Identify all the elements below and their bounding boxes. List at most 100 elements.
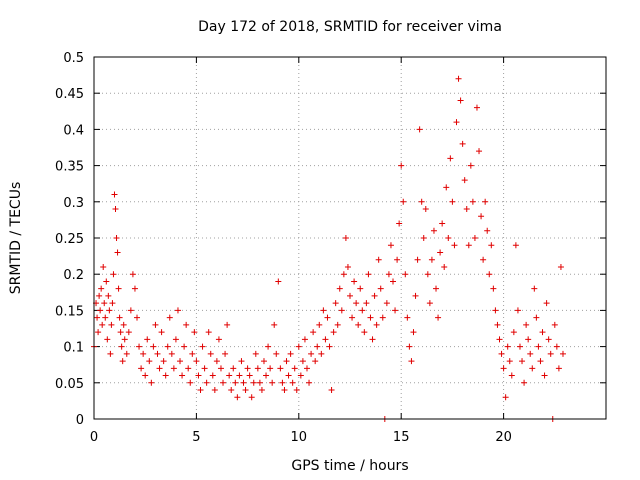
data-point bbox=[555, 365, 562, 372]
data-point bbox=[142, 372, 149, 379]
data-point bbox=[539, 329, 546, 336]
data-point bbox=[418, 198, 425, 205]
data-point bbox=[123, 350, 130, 357]
data-point bbox=[547, 350, 554, 357]
data-point bbox=[181, 343, 188, 350]
data-point bbox=[283, 358, 290, 365]
data-point bbox=[435, 314, 442, 321]
data-point bbox=[478, 213, 485, 220]
data-point bbox=[439, 220, 446, 227]
data-point bbox=[496, 336, 503, 343]
data-point bbox=[330, 329, 337, 336]
x-tick-labels: 0 5 10 15 20 bbox=[90, 430, 512, 445]
data-point bbox=[187, 379, 194, 386]
data-point bbox=[426, 300, 433, 307]
data-point bbox=[134, 314, 141, 321]
data-point bbox=[459, 140, 466, 147]
data-point bbox=[408, 358, 415, 365]
data-point bbox=[164, 343, 171, 350]
data-point bbox=[170, 365, 177, 372]
data-point bbox=[332, 300, 339, 307]
data-point bbox=[430, 227, 437, 234]
data-point bbox=[314, 343, 321, 350]
data-point bbox=[158, 329, 165, 336]
data-point bbox=[105, 292, 112, 299]
data-point bbox=[275, 278, 282, 285]
x-tick-label: 5 bbox=[192, 430, 200, 445]
data-point bbox=[471, 235, 478, 241]
data-point bbox=[150, 343, 157, 350]
data-point bbox=[531, 285, 538, 292]
data-point bbox=[336, 285, 343, 292]
data-point bbox=[412, 292, 419, 299]
data-point bbox=[203, 379, 210, 386]
data-point bbox=[486, 271, 493, 278]
data-point bbox=[191, 329, 198, 336]
data-point bbox=[177, 358, 184, 365]
data-point bbox=[543, 300, 550, 307]
data-point bbox=[115, 285, 122, 292]
data-point bbox=[201, 365, 208, 372]
data-point bbox=[533, 314, 540, 321]
data-point bbox=[97, 307, 104, 314]
data-point bbox=[453, 119, 460, 126]
data-point bbox=[254, 365, 261, 372]
grid-lines bbox=[94, 57, 606, 419]
data-point bbox=[131, 285, 138, 292]
data-point bbox=[361, 329, 368, 336]
data-point bbox=[523, 321, 530, 328]
data-point bbox=[220, 379, 227, 386]
y-tick-label: 0 bbox=[76, 413, 84, 428]
data-point bbox=[328, 387, 335, 394]
data-point bbox=[433, 285, 440, 292]
data-point bbox=[110, 271, 117, 278]
data-point bbox=[473, 104, 480, 111]
data-point bbox=[316, 321, 323, 328]
data-point bbox=[400, 198, 407, 205]
data-point bbox=[379, 314, 386, 321]
data-point bbox=[476, 148, 483, 155]
data-point bbox=[113, 235, 120, 241]
data-point bbox=[160, 358, 167, 365]
data-point bbox=[228, 387, 235, 394]
y-tick-label: 0.25 bbox=[55, 232, 84, 247]
data-point bbox=[492, 307, 499, 314]
data-point bbox=[289, 379, 296, 386]
data-point bbox=[445, 235, 452, 241]
data-point bbox=[514, 307, 521, 314]
data-point bbox=[500, 365, 507, 372]
data-point bbox=[260, 358, 267, 365]
data-point bbox=[127, 307, 134, 314]
data-point bbox=[222, 350, 229, 357]
data-point bbox=[111, 191, 118, 198]
x-tick-label: 15 bbox=[393, 430, 410, 445]
y-tick-label: 0.5 bbox=[63, 51, 84, 66]
data-point bbox=[437, 249, 444, 256]
y-tick-label: 0.15 bbox=[55, 304, 84, 319]
data-point bbox=[213, 358, 220, 365]
data-point bbox=[195, 372, 202, 379]
y-tick-label: 0.4 bbox=[63, 123, 84, 138]
data-point bbox=[355, 321, 362, 328]
data-point bbox=[197, 387, 204, 394]
data-point bbox=[297, 372, 304, 379]
data-point bbox=[340, 271, 347, 278]
data-point bbox=[269, 379, 276, 386]
data-point bbox=[250, 379, 257, 386]
data-point bbox=[482, 198, 489, 205]
data-point bbox=[267, 365, 274, 372]
data-point bbox=[116, 314, 123, 321]
x-tick-label: 10 bbox=[291, 430, 308, 445]
data-point bbox=[189, 350, 196, 357]
data-point bbox=[447, 155, 454, 162]
data-point bbox=[258, 387, 265, 394]
data-point bbox=[369, 336, 376, 343]
data-point bbox=[291, 365, 298, 372]
data-point bbox=[443, 184, 450, 191]
data-point bbox=[183, 321, 190, 328]
data-point bbox=[406, 343, 413, 350]
data-point bbox=[402, 271, 409, 278]
data-point bbox=[120, 321, 127, 328]
data-point bbox=[252, 350, 259, 357]
data-point bbox=[521, 379, 528, 386]
